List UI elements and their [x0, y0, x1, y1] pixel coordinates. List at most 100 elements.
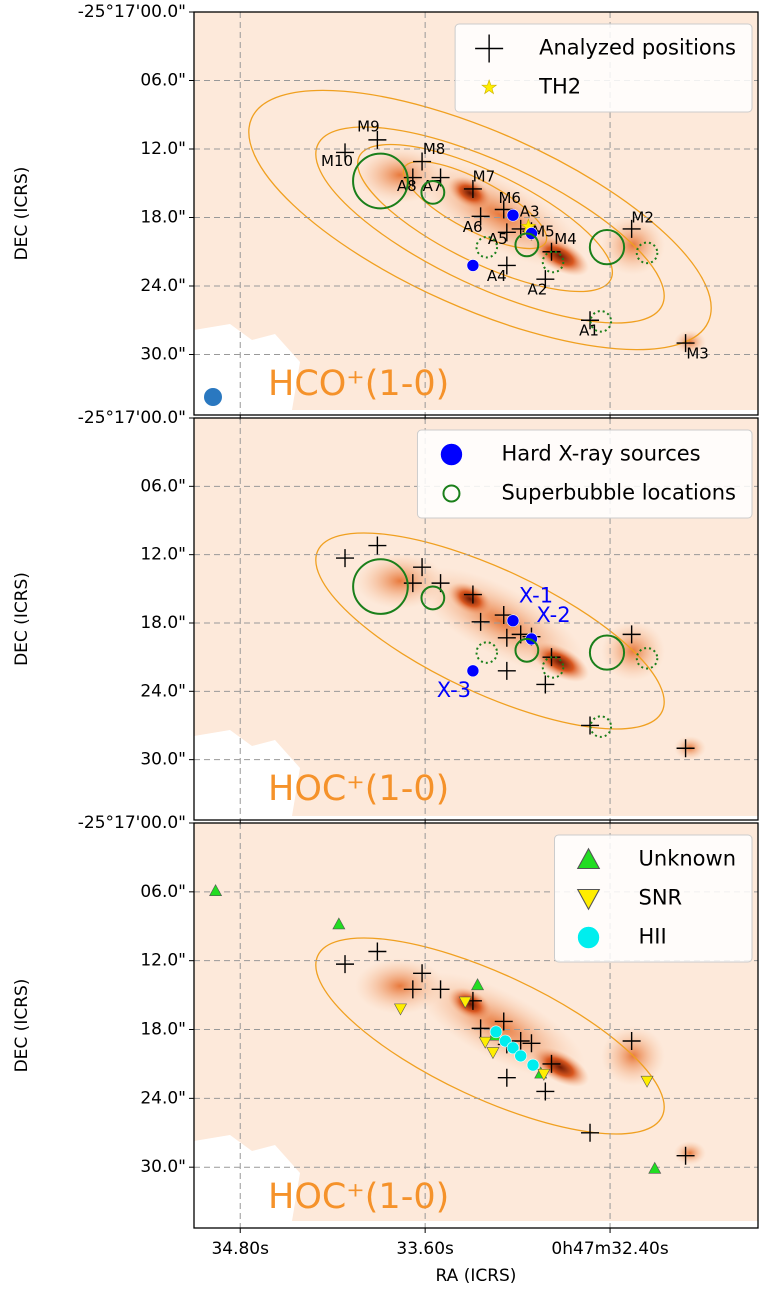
legend: Analyzed positions TH2 [454, 23, 753, 113]
point-label: M10 [321, 152, 353, 170]
legend-box [416, 429, 753, 519]
analyzed-position [413, 964, 432, 983]
analyzed-position [581, 311, 600, 330]
superbubble [514, 637, 540, 663]
superbubble [588, 634, 626, 671]
superbubble [589, 310, 613, 333]
analyzed-position [497, 661, 516, 680]
panel-label: HOC⁺(1-0) [268, 1177, 449, 1217]
x-tick-label: 33.60s [396, 1239, 454, 1259]
y-tick-label: 18.0" [140, 207, 186, 227]
dot-marker [526, 1058, 540, 1072]
legend-label: Hard X-ray sources [501, 442, 700, 466]
point-label: A6 [463, 218, 483, 236]
superbubble [589, 715, 613, 738]
analyzed-position [622, 219, 641, 238]
triangle-down-marker [537, 1068, 551, 1081]
y-tick-label: 18.0" [140, 1020, 186, 1040]
y-tick-label: -25°17'00.0" [78, 408, 186, 428]
point-label: X-1 [519, 584, 553, 608]
analyzed-position [368, 130, 387, 149]
analyzed-position [463, 179, 482, 198]
y-axis-label: DEC (ICRS) [12, 167, 32, 261]
analyzed-position [536, 675, 555, 694]
point-label: A1 [579, 322, 599, 340]
y-tick-label: 24.0" [140, 1088, 186, 1108]
y-axis-label: DEC (ICRS) [12, 572, 32, 666]
point-label: M2 [631, 208, 654, 226]
y-tick-label: 30.0" [140, 344, 186, 364]
y-tick-label: 24.0" [140, 276, 186, 296]
point-label: A2 [527, 281, 547, 299]
superbubble [352, 558, 409, 615]
panel-label: HCO⁺(1-0) [268, 364, 449, 404]
legend-box [554, 834, 753, 963]
y-tick-label: 06.0" [140, 476, 186, 496]
analyzed-position [336, 549, 355, 568]
dot-marker [506, 208, 520, 222]
legend-marker [576, 888, 601, 911]
triangle-up-marker [471, 978, 485, 991]
triangle-down-marker [486, 1047, 500, 1060]
legend-label: TH2 [538, 75, 581, 99]
legend-marker [577, 926, 600, 949]
superbubble [588, 229, 626, 266]
analyzed-position [497, 628, 516, 647]
triangle-down-marker [393, 1003, 407, 1016]
dot-marker [466, 664, 480, 678]
y-tick-label: 24.0" [140, 681, 186, 701]
analyzed-position [676, 1146, 695, 1165]
point-label: M7 [473, 167, 496, 185]
analyzed-position [336, 955, 355, 974]
point-label: M4 [554, 230, 577, 248]
dot-marker [466, 259, 480, 272]
axes-frame [193, 417, 759, 821]
analyzed-position [494, 1012, 513, 1031]
point-label: M6 [498, 189, 521, 207]
analyzed-position [511, 1031, 530, 1050]
point-label: M9 [357, 117, 380, 135]
point-label: A4 [487, 267, 507, 285]
axes-frame [193, 11, 759, 416]
legend: Hard X-ray sources Superbubble locations [416, 429, 753, 519]
legend-marker [576, 847, 601, 870]
analyzed-position [497, 256, 516, 275]
superbubble [541, 656, 565, 679]
triangle-down-marker [640, 1075, 654, 1088]
analyzed-position [403, 980, 422, 999]
y-tick-label: 06.0" [140, 70, 186, 90]
triangle-down-marker [458, 996, 472, 1009]
legend-label: SNR [639, 886, 683, 910]
legend-label: Unknown [639, 847, 736, 871]
superbubble [420, 585, 446, 611]
analyzed-position [471, 612, 490, 631]
legend: Unknown SNR HII [554, 834, 753, 963]
point-label: X-3 [437, 678, 471, 702]
legend-marker [440, 443, 463, 466]
axes-frame [193, 822, 759, 1229]
legend-label: HII [639, 925, 667, 949]
analyzed-position [463, 585, 482, 604]
x-axis-label: RA (ICRS) [436, 1266, 517, 1286]
y-tick-label: 06.0" [140, 882, 186, 902]
panel: HOC⁺(1-0) [194, 823, 758, 1228]
map-background [194, 12, 758, 411]
triangle-up-marker [332, 917, 346, 930]
legend-marker [442, 484, 461, 503]
point-label: M8 [423, 140, 446, 158]
analyzed-position [368, 536, 387, 555]
analyzed-position [471, 207, 490, 226]
legend-marker [475, 34, 504, 63]
analyzed-position [676, 739, 695, 758]
analyzed-position [542, 1054, 561, 1073]
superbubble [475, 641, 499, 664]
analyzed-position [431, 980, 450, 999]
dot-marker [506, 614, 520, 628]
point-label: A7 [423, 177, 443, 195]
legend-box [454, 23, 753, 113]
analyzed-position [581, 1123, 600, 1142]
point-label: X-2 [536, 603, 570, 627]
